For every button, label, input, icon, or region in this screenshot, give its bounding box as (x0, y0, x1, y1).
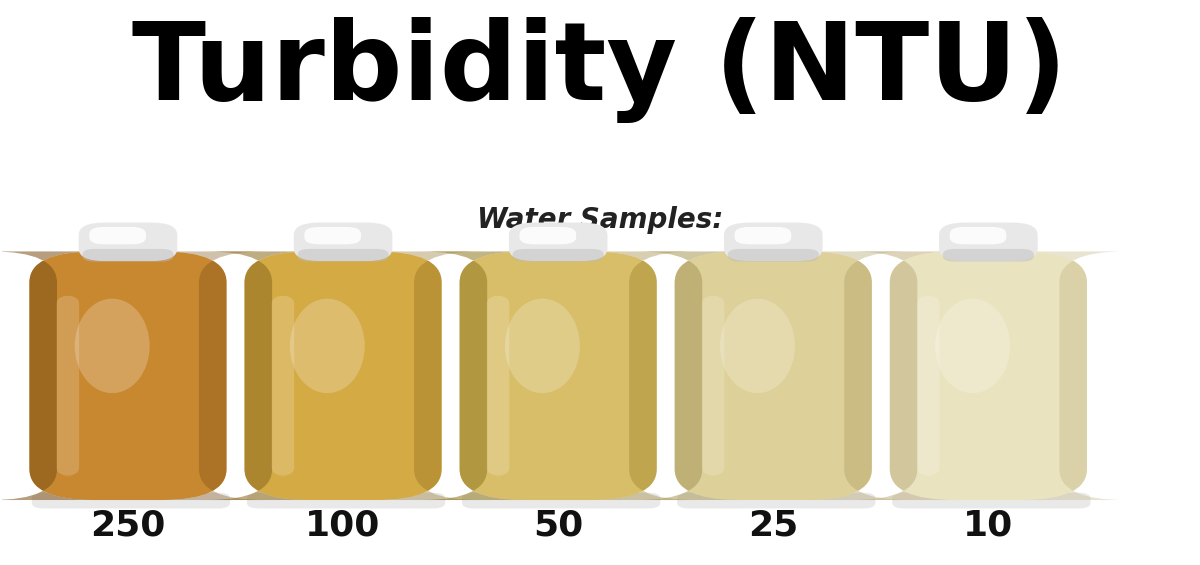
Ellipse shape (935, 299, 1010, 393)
Text: Turbidity (NTU): Turbidity (NTU) (132, 17, 1068, 123)
FancyBboxPatch shape (852, 251, 955, 500)
FancyBboxPatch shape (806, 251, 910, 500)
FancyBboxPatch shape (702, 295, 725, 476)
FancyBboxPatch shape (727, 249, 818, 262)
FancyBboxPatch shape (889, 251, 1087, 500)
FancyBboxPatch shape (940, 223, 1038, 261)
FancyBboxPatch shape (294, 223, 392, 261)
FancyBboxPatch shape (247, 493, 445, 508)
FancyBboxPatch shape (0, 251, 95, 500)
FancyBboxPatch shape (674, 251, 872, 500)
FancyBboxPatch shape (1021, 251, 1126, 500)
FancyBboxPatch shape (56, 295, 79, 476)
FancyBboxPatch shape (949, 227, 1007, 244)
FancyBboxPatch shape (298, 249, 389, 262)
FancyBboxPatch shape (592, 251, 695, 500)
FancyBboxPatch shape (206, 251, 311, 500)
Ellipse shape (505, 299, 580, 393)
FancyBboxPatch shape (460, 251, 656, 500)
FancyBboxPatch shape (943, 249, 1034, 262)
Text: 10: 10 (964, 508, 1014, 542)
FancyBboxPatch shape (245, 251, 442, 500)
FancyBboxPatch shape (271, 295, 294, 476)
Ellipse shape (290, 299, 365, 393)
FancyBboxPatch shape (724, 223, 822, 261)
FancyBboxPatch shape (29, 251, 227, 500)
Text: 250: 250 (90, 508, 166, 542)
FancyBboxPatch shape (421, 251, 526, 500)
FancyBboxPatch shape (892, 493, 1091, 508)
Text: 100: 100 (305, 508, 380, 542)
FancyBboxPatch shape (509, 223, 607, 261)
Text: 25: 25 (748, 508, 798, 542)
Text: 50: 50 (533, 508, 583, 542)
FancyBboxPatch shape (487, 295, 509, 476)
FancyBboxPatch shape (520, 227, 576, 244)
FancyBboxPatch shape (734, 227, 791, 244)
FancyBboxPatch shape (83, 249, 174, 262)
FancyBboxPatch shape (89, 227, 146, 244)
FancyBboxPatch shape (31, 493, 230, 508)
FancyBboxPatch shape (677, 493, 876, 508)
FancyBboxPatch shape (917, 295, 940, 476)
FancyBboxPatch shape (512, 249, 604, 262)
Ellipse shape (720, 299, 794, 393)
FancyBboxPatch shape (161, 251, 265, 500)
FancyBboxPatch shape (376, 251, 480, 500)
FancyBboxPatch shape (636, 251, 740, 500)
FancyBboxPatch shape (462, 493, 660, 508)
Text: Water Samples:: Water Samples: (476, 206, 724, 234)
FancyBboxPatch shape (305, 227, 361, 244)
Ellipse shape (74, 299, 150, 393)
FancyBboxPatch shape (79, 223, 178, 261)
